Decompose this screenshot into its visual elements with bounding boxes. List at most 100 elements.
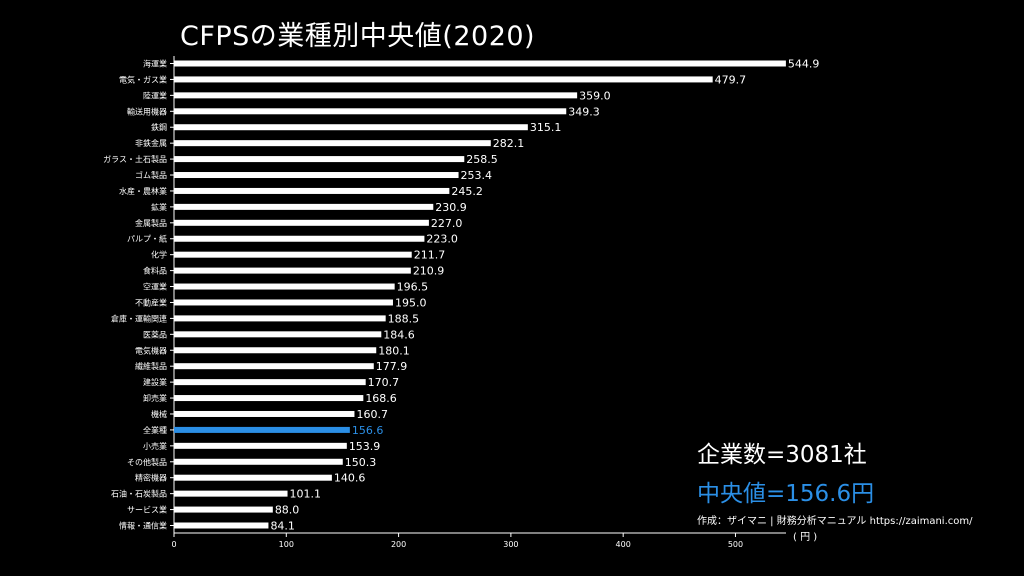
category-label: 電気機器: [135, 345, 167, 355]
bar: [174, 124, 528, 131]
category-label: 電気・ガス業: [119, 74, 167, 84]
bar: [174, 60, 786, 67]
bar: [174, 363, 374, 370]
bar: [174, 490, 288, 497]
bar: [174, 140, 491, 147]
value-label: 258.5: [466, 153, 498, 166]
category-label: 鉱業: [151, 202, 167, 212]
category-label: 不動産業: [135, 297, 167, 307]
bar: [174, 299, 393, 306]
category-label: 情報・通信業: [119, 521, 167, 531]
x-ticks: 0 100 200 300 400 500: [171, 533, 743, 549]
value-label: 156.6: [352, 424, 384, 437]
category-label: ゴム製品: [135, 170, 167, 180]
value-label: 282.1: [493, 137, 524, 150]
category-label: 陸運業: [143, 90, 167, 100]
value-labels: 544.9 479.7 359.0 349.3 315.1 282.1 258.5 253.4…: [270, 58, 819, 533]
x-axis-unit: ( 円 ): [793, 532, 818, 543]
value-label: 196.5: [397, 281, 429, 294]
category-label: サービス業: [127, 505, 167, 515]
category-label: 倉庫・運輸関連: [111, 313, 167, 323]
value-label: 150.3: [345, 456, 377, 469]
bar: [174, 172, 459, 179]
value-label: 88.0: [275, 504, 300, 517]
category-label: ガラス・土石製品: [103, 154, 167, 164]
median-label: 中央値=156.6円: [697, 481, 875, 507]
category-label: 空運業: [143, 282, 167, 292]
chart-title: CFPSの業種別中央値(2020): [180, 21, 536, 52]
bar: [174, 92, 578, 99]
value-label: 180.1: [378, 344, 410, 357]
category-label: 水産・農林業: [119, 186, 167, 196]
bar: [174, 156, 465, 163]
bar: [174, 76, 713, 83]
value-label: 184.6: [383, 328, 415, 341]
category-labels: 海運業電気・ガス業陸運業輸送用機器鉄鋼非鉄金属ガラス・土石製品ゴム製品水産・農林…: [103, 59, 167, 531]
value-label: 245.2: [451, 185, 483, 198]
value-label: 223.0: [426, 233, 458, 246]
bar: [174, 506, 273, 513]
value-label: 315.1: [530, 121, 562, 134]
value-label: 359.0: [579, 89, 611, 102]
category-label: 全業種: [143, 425, 167, 435]
category-label: 食料品: [143, 266, 167, 276]
bar: [174, 187, 450, 194]
x-tick-label: 400: [616, 540, 631, 549]
value-label: 101.1: [290, 488, 322, 501]
x-tick-label: 300: [503, 540, 518, 549]
category-label: 繊維製品: [135, 361, 167, 371]
x-tick-label: 100: [279, 540, 294, 549]
bar: [174, 522, 269, 529]
bar: [174, 474, 332, 481]
bar: [174, 235, 425, 242]
bar: [174, 283, 395, 290]
company-count: 企業数=3081社: [697, 442, 867, 468]
x-tick-label: 200: [391, 540, 406, 549]
value-label: 230.9: [435, 201, 467, 214]
bar: [174, 347, 377, 354]
bar: [174, 108, 567, 115]
category-label: その他製品: [127, 457, 167, 467]
category-label: 機械: [151, 409, 167, 419]
bar: [174, 203, 434, 210]
value-label: 544.9: [788, 58, 820, 71]
value-label: 211.7: [414, 249, 446, 262]
value-label: 160.7: [356, 408, 388, 421]
value-label: 227.0: [431, 217, 463, 230]
category-label: 小売業: [143, 441, 167, 451]
category-label: 精密機器: [135, 473, 167, 483]
category-label: 非鉄金属: [135, 138, 167, 148]
bar: [174, 315, 386, 322]
category-label: 医薬品: [143, 329, 167, 339]
value-label: 153.9: [349, 440, 381, 453]
category-label: 輸送用機器: [127, 106, 167, 116]
bar: [174, 379, 366, 386]
bar: [174, 442, 347, 449]
x-tick-label: 500: [728, 540, 743, 549]
category-label: 鉄鋼: [151, 122, 167, 132]
bar: [174, 458, 343, 465]
source-credit: 作成：ザイマニ | 財務分析マニュアル https://zaimani.com/: [697, 516, 973, 527]
category-label: 海運業: [143, 59, 167, 69]
bar: [174, 251, 412, 258]
category-label: 卸売業: [143, 393, 167, 403]
category-label: 建設業: [143, 377, 167, 387]
bar: [174, 426, 350, 433]
bar: [174, 331, 382, 338]
axes: [170, 56, 786, 534]
value-label: 479.7: [715, 73, 747, 86]
bar: [174, 395, 364, 402]
bar: [174, 219, 429, 226]
x-tick-label: 0: [171, 540, 176, 549]
bars: [174, 60, 786, 529]
value-label: 140.6: [334, 472, 366, 485]
value-label: 84.1: [270, 520, 295, 533]
value-label: 188.5: [388, 312, 420, 325]
value-label: 168.6: [365, 392, 397, 405]
value-label: 349.3: [568, 105, 600, 118]
category-label: 化学: [151, 250, 167, 260]
value-label: 195.0: [395, 296, 427, 309]
value-label: 210.9: [413, 265, 445, 278]
category-label: パルプ・紙: [127, 234, 167, 244]
